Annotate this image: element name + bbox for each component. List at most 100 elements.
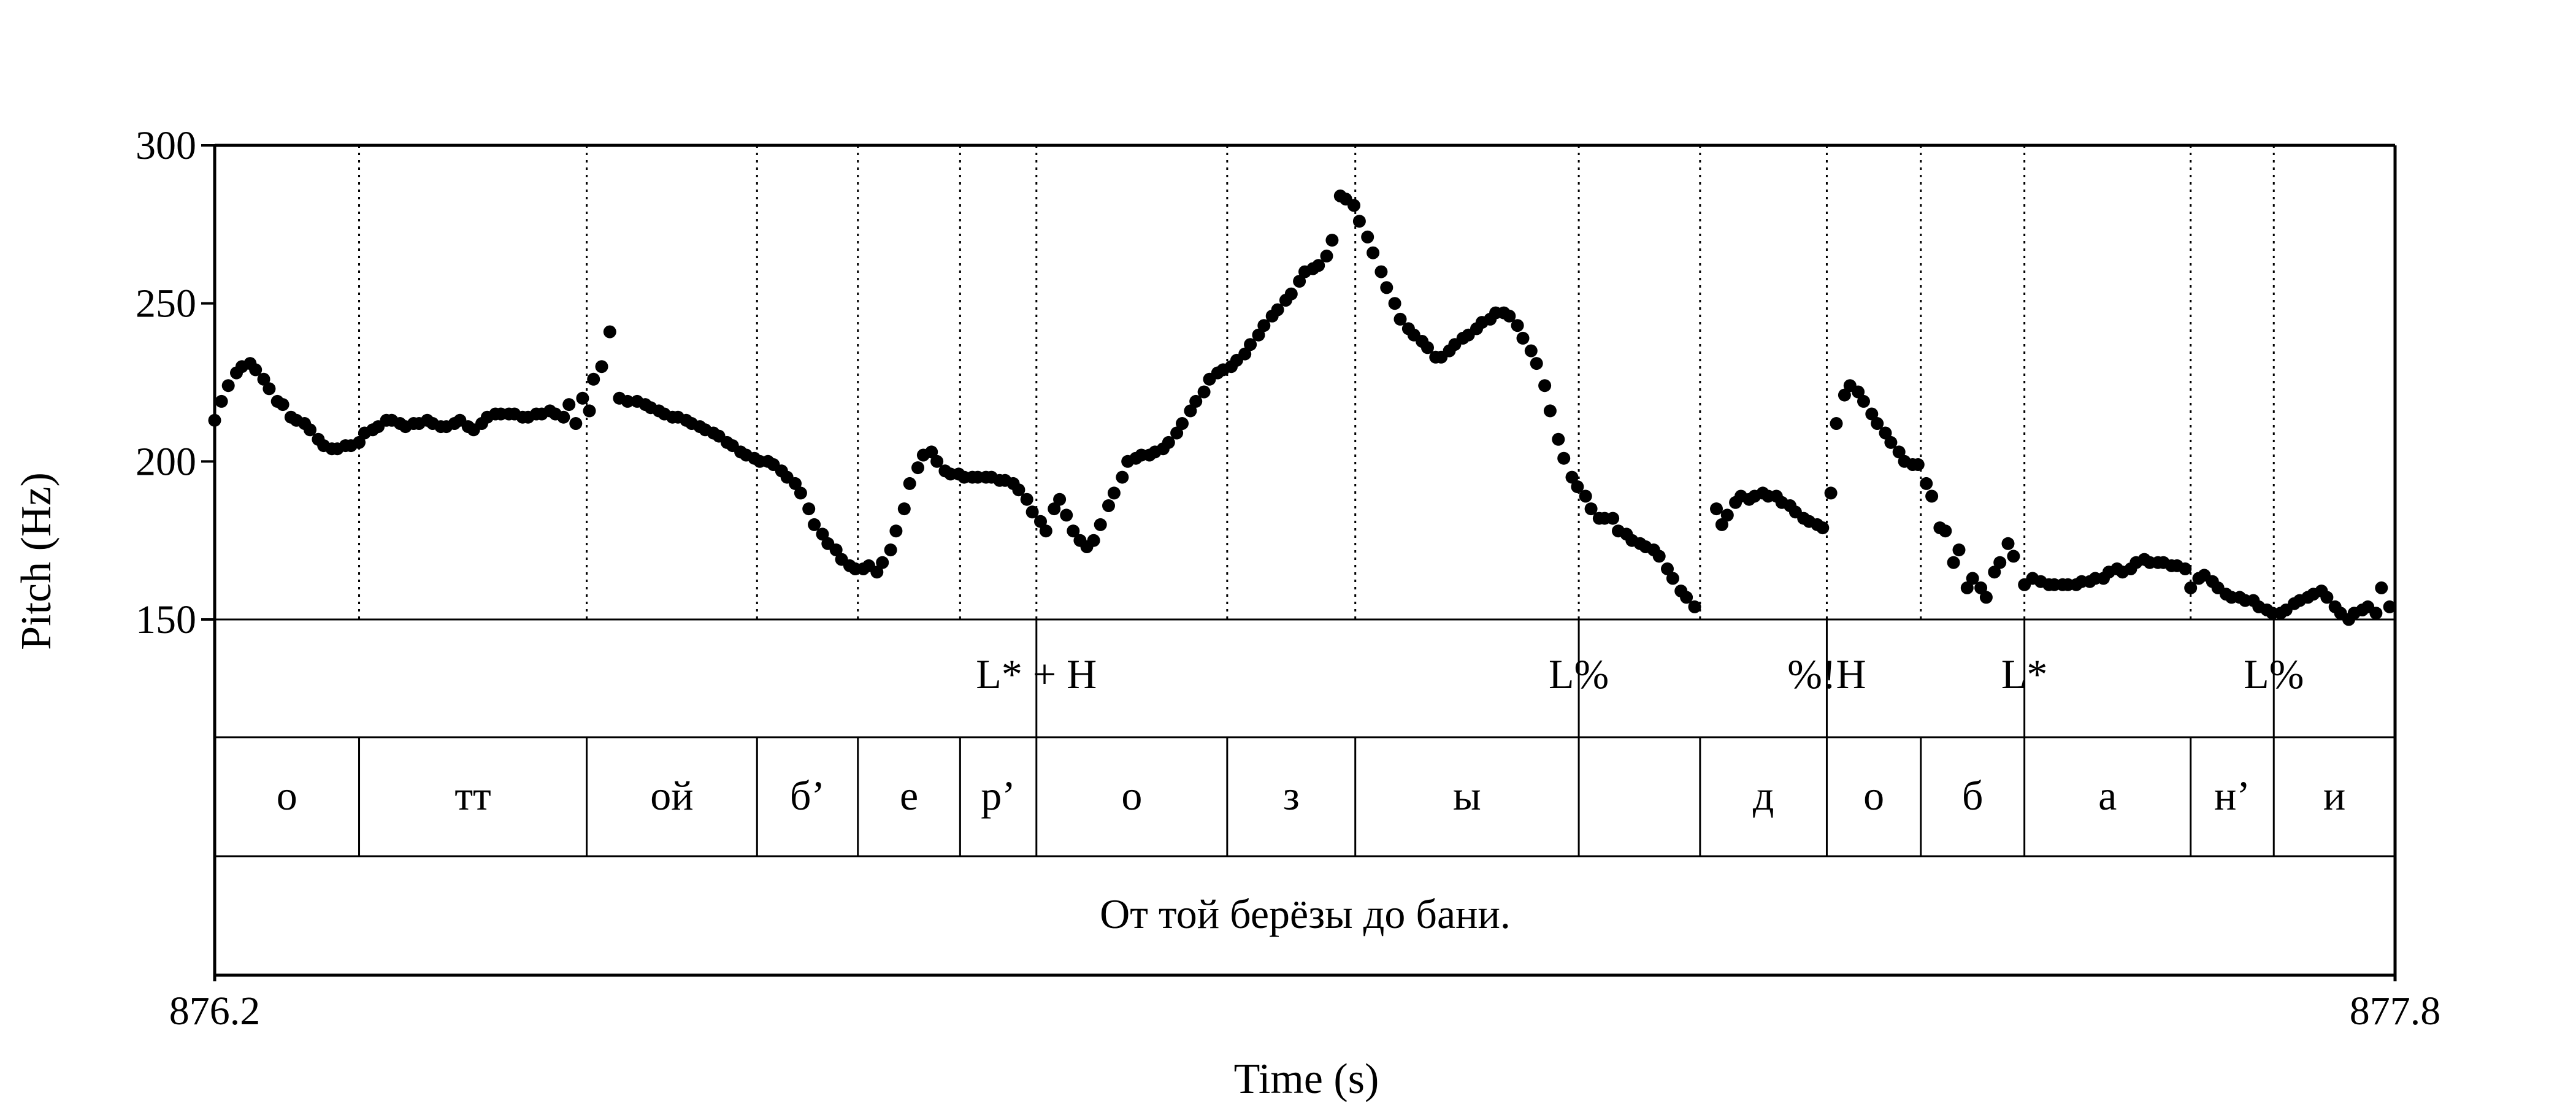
pitch-point <box>1666 572 1679 585</box>
segment-label-15: и <box>2323 772 2345 819</box>
segment-label-3: б’ <box>790 772 825 819</box>
chart-frame <box>213 144 2397 981</box>
pitch-point <box>1865 407 1879 421</box>
pitch-point <box>1680 591 1693 604</box>
pitch-point <box>876 556 889 569</box>
y-axis-label: Pitch (Hz) <box>13 472 60 650</box>
pitch-point <box>1715 518 1728 531</box>
pitch-point <box>1393 312 1407 326</box>
pitch-point <box>1952 543 1966 557</box>
tone-tier: L* + H L% %!H L* L% <box>976 651 2304 697</box>
pitch-point <box>621 394 634 408</box>
pitch-point <box>1974 581 1988 594</box>
pitch-point <box>1252 328 1265 342</box>
pitch-point <box>870 565 884 579</box>
pitch-point <box>2184 581 2198 594</box>
pitch-point <box>1557 451 1571 465</box>
pitch-point <box>1988 565 2001 579</box>
pitch-point <box>1238 347 1252 361</box>
segment-boundary-lines <box>358 145 2275 619</box>
pitch-point <box>2007 550 2020 563</box>
pitch-point <box>1361 230 1374 243</box>
pitch-point <box>353 435 366 449</box>
pitch-point <box>1516 331 1530 345</box>
pitch-point <box>889 524 903 538</box>
pitch-point <box>1652 550 1666 563</box>
pitch-point <box>1053 493 1067 506</box>
pitch-point <box>1720 508 1734 522</box>
pitch-point <box>557 410 570 424</box>
pitch-point <box>569 417 583 430</box>
pitch-point <box>1530 357 1543 370</box>
pitch-point <box>263 382 276 396</box>
pitch-point <box>1271 303 1284 316</box>
pitch-point <box>1884 435 1898 449</box>
pitch-point <box>1284 287 1298 301</box>
pitch-point <box>1911 458 1925 471</box>
pitch-point <box>1421 341 1434 355</box>
pitch-point <box>1244 338 1257 351</box>
sentence-label: От той берёзы до бани. <box>1100 891 1511 937</box>
pitch-point <box>1939 524 1952 538</box>
pitch-point <box>1162 435 1175 449</box>
pitch-point <box>1552 432 1565 446</box>
segment-label-11: о <box>1863 772 1884 819</box>
pitch-point <box>1094 518 1107 531</box>
pitch-point <box>1688 600 1701 613</box>
pitch-point <box>249 363 263 377</box>
pitch-point <box>2375 581 2388 594</box>
pitch-point <box>1087 534 1100 547</box>
pitch-point <box>1979 591 1993 604</box>
pitch-point <box>1960 581 1974 594</box>
pitch-point <box>1102 499 1115 512</box>
pitch-point <box>1312 259 1325 272</box>
segment-label-6: о <box>1121 772 1142 819</box>
pitch-point <box>808 518 821 531</box>
pitch-point <box>1503 309 1516 323</box>
y-tick-label-250: 250 <box>136 282 196 326</box>
pitch-point <box>1170 426 1184 440</box>
pitch-point <box>1538 379 1552 393</box>
pitch-point <box>1048 502 1061 516</box>
pitch-point <box>816 527 829 541</box>
segment-label-5: р’ <box>981 772 1016 819</box>
pitch-point <box>1830 417 1843 430</box>
pitch-point <box>221 379 235 393</box>
pitch-point <box>1176 417 1189 430</box>
y-tick-label-150: 150 <box>136 597 196 642</box>
y-axis: 150 200 250 300 <box>136 123 215 642</box>
segment-label-1: тт <box>454 772 491 819</box>
pitch-point <box>2001 537 2015 550</box>
pitch-point <box>1189 394 1203 408</box>
pitch-point <box>1816 521 1830 535</box>
pitch-point <box>1060 508 1073 522</box>
pitch-point <box>1824 486 1838 500</box>
segment-label-13: а <box>2098 772 2117 819</box>
pitch-point <box>829 543 843 557</box>
pitch-point <box>2179 562 2192 575</box>
segment-label-0: о <box>277 772 297 819</box>
pitch-point <box>1892 445 1906 459</box>
pitch-point <box>897 502 911 516</box>
pitch-point <box>789 477 802 490</box>
pitch-point <box>304 423 316 437</box>
pitch-point <box>1380 281 1393 294</box>
pitch-point <box>794 486 807 500</box>
pitch-point <box>1107 486 1121 500</box>
pitch-point <box>1524 344 1538 358</box>
pitch-point <box>1993 556 2007 569</box>
pitch-point <box>1325 234 1339 247</box>
x-axis-label: Time (s) <box>1234 1056 1379 1103</box>
segment-label-4: е <box>900 772 918 819</box>
pitch-point <box>1710 502 1723 516</box>
pitch-point <box>1388 297 1401 310</box>
pitch-point <box>925 445 938 459</box>
pitch-point <box>1871 417 1884 430</box>
pitch-point <box>1838 388 1851 402</box>
pitch-point <box>583 404 596 418</box>
pitch-point <box>1257 319 1271 332</box>
pitch-point <box>1020 493 1033 506</box>
pitch-point <box>603 325 616 339</box>
pitch-point <box>884 543 897 557</box>
pitch-point <box>1012 483 1025 497</box>
